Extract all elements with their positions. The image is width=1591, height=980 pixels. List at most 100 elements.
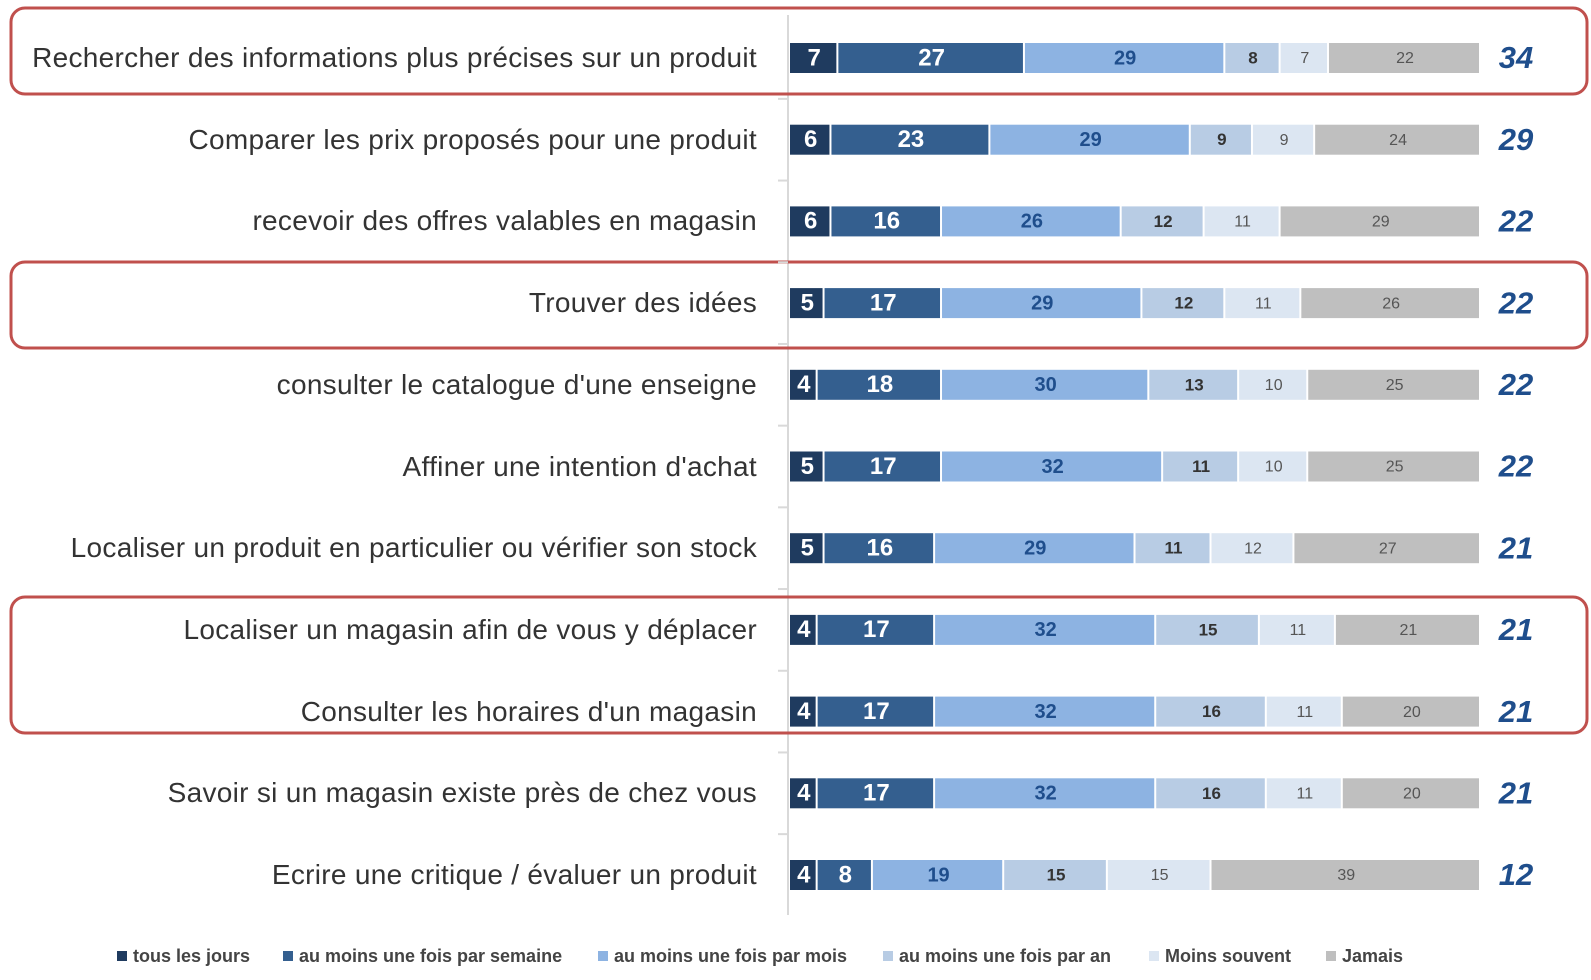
legend-label: Moins souvent [1165, 946, 1291, 966]
bar-segment [790, 778, 816, 809]
bar-segment [1142, 288, 1224, 319]
data-label: 27 [918, 44, 945, 71]
bar-segment [935, 614, 1155, 645]
data-label: 39 [1337, 867, 1355, 884]
data-label: 29 [1031, 292, 1053, 314]
bar-segment [935, 533, 1134, 564]
bar-segment [790, 288, 823, 319]
data-label: 17 [870, 453, 897, 480]
highlight-box [9, 260, 1589, 350]
data-label: 32 [1035, 619, 1057, 641]
category-label: Savoir si un magasin existe près de chez… [167, 777, 757, 809]
data-label: 11 [1234, 214, 1251, 231]
bar-segment [817, 778, 934, 809]
data-label: 16 [873, 208, 900, 235]
total-label: 29 [1498, 122, 1534, 157]
bar-segment [824, 288, 941, 319]
bar-segment [935, 778, 1155, 809]
legend-marker [117, 951, 127, 961]
bar-segment [1156, 778, 1265, 809]
data-label: 11 [1165, 539, 1183, 558]
data-label: 29 [1079, 129, 1101, 151]
data-label: 8 [1248, 48, 1257, 67]
bar-segment [1121, 206, 1203, 237]
data-label: 18 [866, 371, 893, 398]
data-label: 4 [797, 780, 811, 807]
bar-segment [1163, 451, 1238, 482]
total-label: 22 [1498, 204, 1533, 239]
bar-segment [1239, 369, 1307, 400]
total-label: 22 [1498, 449, 1533, 484]
total-label: 12 [1499, 857, 1533, 892]
data-label: 16 [866, 535, 893, 562]
data-label: 12 [1154, 212, 1173, 231]
data-label: 20 [1403, 704, 1421, 721]
data-label: 5 [801, 535, 814, 562]
data-label: 11 [1296, 786, 1313, 803]
legend-marker [598, 951, 608, 961]
total-label: 21 [1498, 612, 1533, 647]
data-label: 12 [1174, 294, 1193, 313]
category-label: consulter le catalogue d'une enseigne [276, 368, 757, 400]
bar-segment [1301, 288, 1479, 319]
bar-segment [1135, 533, 1210, 564]
total-label: 21 [1498, 530, 1533, 565]
bar-segment [1335, 614, 1479, 645]
bar-segment [1190, 124, 1251, 155]
bar-segment [790, 43, 837, 73]
data-label: 10 [1265, 459, 1283, 476]
data-label: 27 [1379, 540, 1397, 557]
data-label: 9 [1280, 132, 1289, 149]
data-label: 10 [1265, 377, 1283, 394]
data-label: 16 [1202, 784, 1221, 803]
data-label: 17 [863, 698, 890, 725]
data-label: 32 [1035, 701, 1057, 723]
data-label: 30 [1035, 374, 1057, 396]
bar-segment [790, 124, 830, 155]
category-label: Localiser un produit en particulier ou v… [70, 532, 757, 564]
data-label: 25 [1386, 459, 1404, 476]
bar-segment [817, 696, 934, 727]
bar-segment [1156, 696, 1265, 727]
total-label: 34 [1499, 40, 1533, 75]
legend-label: au moins une fois par mois [614, 946, 847, 966]
bar-segment [1156, 614, 1258, 645]
bar-segment [1294, 533, 1479, 564]
data-label: 13 [1185, 375, 1204, 394]
data-label: 15 [1199, 620, 1218, 639]
bar-segment [824, 451, 941, 482]
data-label: 25 [1386, 377, 1404, 394]
data-label: 17 [863, 616, 890, 643]
total-label: 22 [1498, 285, 1533, 320]
bar-segment [1211, 860, 1479, 890]
bar-segment [1308, 451, 1479, 482]
bar-segment [838, 43, 1023, 73]
category-label: Localiser un magasin afin de vous y dépl… [183, 613, 757, 645]
legend-marker [1326, 951, 1336, 961]
data-label: 6 [804, 126, 817, 153]
category-label: Comparer les prix proposés pour une prod… [188, 123, 757, 155]
bar-segment [1239, 451, 1307, 482]
bar-segment [1211, 533, 1293, 564]
data-label: 26 [1382, 295, 1400, 312]
data-label: 4 [797, 616, 811, 643]
bar-segment [1259, 614, 1334, 645]
data-label: 20 [1403, 786, 1421, 803]
data-label: 24 [1389, 132, 1407, 149]
bar-segment [817, 860, 871, 890]
legend-label: au moins une fois par semaine [299, 946, 562, 966]
bar-segment [1004, 860, 1106, 890]
data-label: 11 [1296, 704, 1313, 721]
legend-marker [283, 951, 293, 961]
data-label: 29 [1372, 214, 1390, 231]
bar-segment [1342, 696, 1479, 727]
bar-segment [1225, 288, 1300, 319]
bar-segment [817, 369, 941, 400]
category-label: Trouver des idées [528, 287, 757, 319]
data-label: 21 [1400, 622, 1418, 639]
bar-segment [942, 369, 1148, 400]
data-label: 29 [1114, 47, 1136, 69]
bar-segment [1308, 369, 1479, 400]
data-label: 4 [797, 861, 811, 888]
